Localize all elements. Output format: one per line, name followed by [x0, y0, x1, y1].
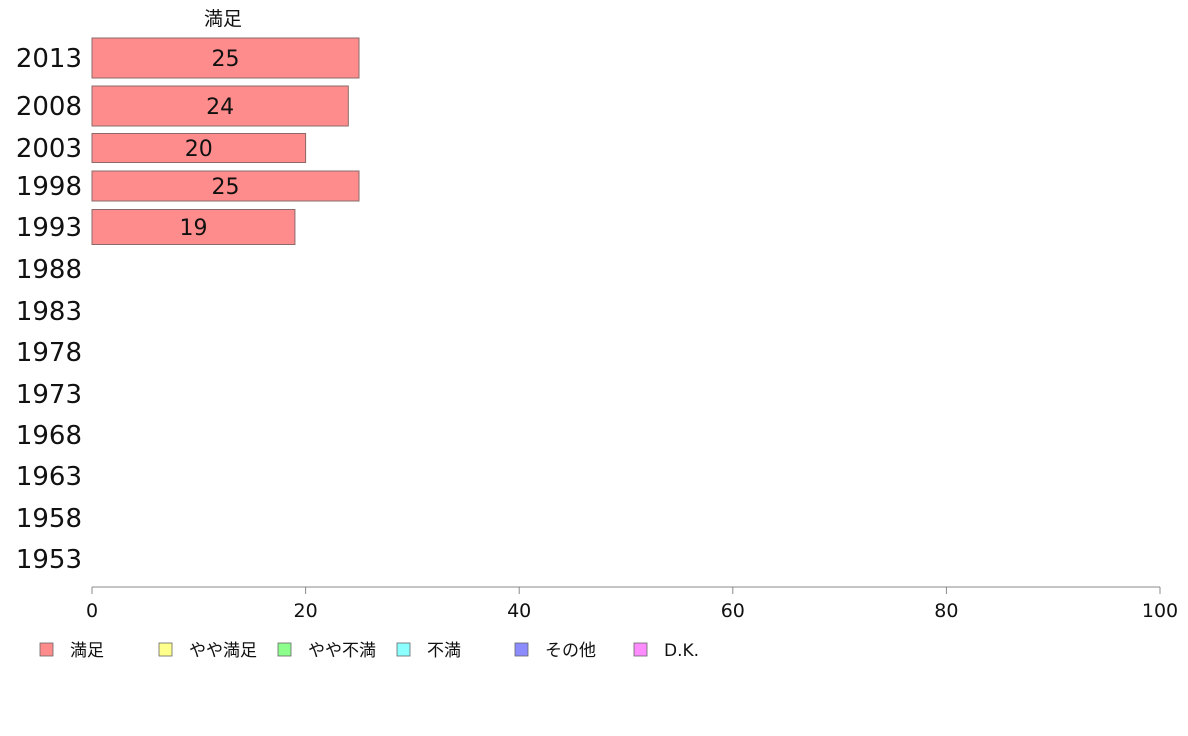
- year-label-1988: 1988: [16, 255, 82, 285]
- legend-label-0: 満足: [70, 641, 104, 661]
- bar-1998: [91, 170, 360, 202]
- year-label-1958: 1958: [16, 504, 82, 534]
- data-label-1998: 25: [212, 175, 240, 200]
- legend-swatch-1: [158, 642, 173, 657]
- year-label-1993: 1993: [16, 213, 82, 243]
- year-label-1963: 1963: [16, 462, 82, 492]
- x-tick-label-0: 0: [86, 600, 98, 622]
- x-axis: 0 20 40 60 80 100: [86, 586, 1178, 622]
- legend-swatch-5: [633, 642, 648, 657]
- bar-1993: [91, 209, 296, 245]
- legend-swatch-0: [39, 642, 54, 657]
- legend-label-1: やや満足: [189, 641, 257, 661]
- year-label-2003: 2003: [16, 134, 82, 164]
- legend-swatch-4: [514, 642, 529, 657]
- year-label-1968: 1968: [16, 421, 82, 451]
- bar-2008: [91, 85, 349, 127]
- year-label-1973: 1973: [16, 380, 82, 410]
- year-label-1953: 1953: [16, 545, 82, 575]
- year-label-1978: 1978: [16, 338, 82, 368]
- x-tick-label-60: 60: [721, 600, 745, 622]
- x-tick-label-20: 20: [294, 600, 318, 622]
- legend-swatch-3: [396, 642, 411, 657]
- data-label-2003: 20: [185, 137, 213, 162]
- year-label-2008: 2008: [16, 92, 82, 122]
- x-tick-label-40: 40: [507, 600, 531, 622]
- data-label-2013: 25: [212, 47, 240, 72]
- legend-label-2: やや不満: [308, 641, 376, 661]
- legend-swatch-2: [277, 642, 292, 657]
- legend-label-4: その他: [545, 641, 596, 661]
- bar-2003: [91, 133, 307, 163]
- legend-label-3: 不満: [427, 641, 461, 661]
- year-label-2013: 2013: [16, 44, 82, 74]
- legend-label-5: D.K.: [664, 641, 699, 661]
- series-title: 満足: [204, 8, 242, 30]
- year-labels-group: 2013 2008 2003 1998 1993 1988 1983 1978 1973 1968…: [16, 44, 82, 575]
- bar-2013: [91, 37, 360, 79]
- x-tick-label-100: 100: [1142, 600, 1178, 622]
- year-label-1983: 1983: [16, 297, 82, 327]
- data-label-1993: 19: [179, 216, 207, 241]
- data-label-2008: 24: [206, 95, 234, 120]
- x-tick-label-80: 80: [934, 600, 958, 622]
- legend: 満足 やや満足 やや不満 不満 その他 D.K.: [39, 641, 699, 661]
- year-label-1998: 1998: [16, 172, 82, 202]
